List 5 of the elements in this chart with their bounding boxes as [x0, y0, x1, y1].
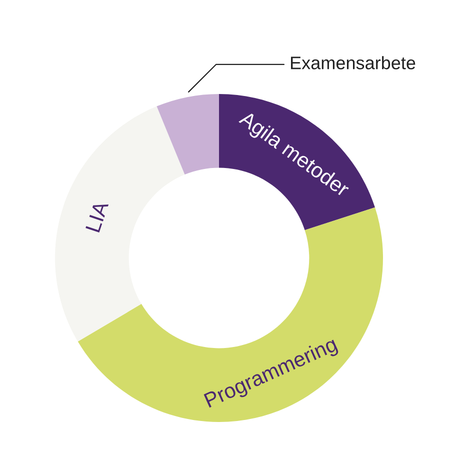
donut-slice	[55, 106, 185, 342]
slice-label: LIA	[86, 200, 109, 233]
slice-label: Examensarbete	[291, 56, 416, 70]
donut-slice	[219, 94, 375, 230]
donut-slice	[156, 94, 219, 175]
